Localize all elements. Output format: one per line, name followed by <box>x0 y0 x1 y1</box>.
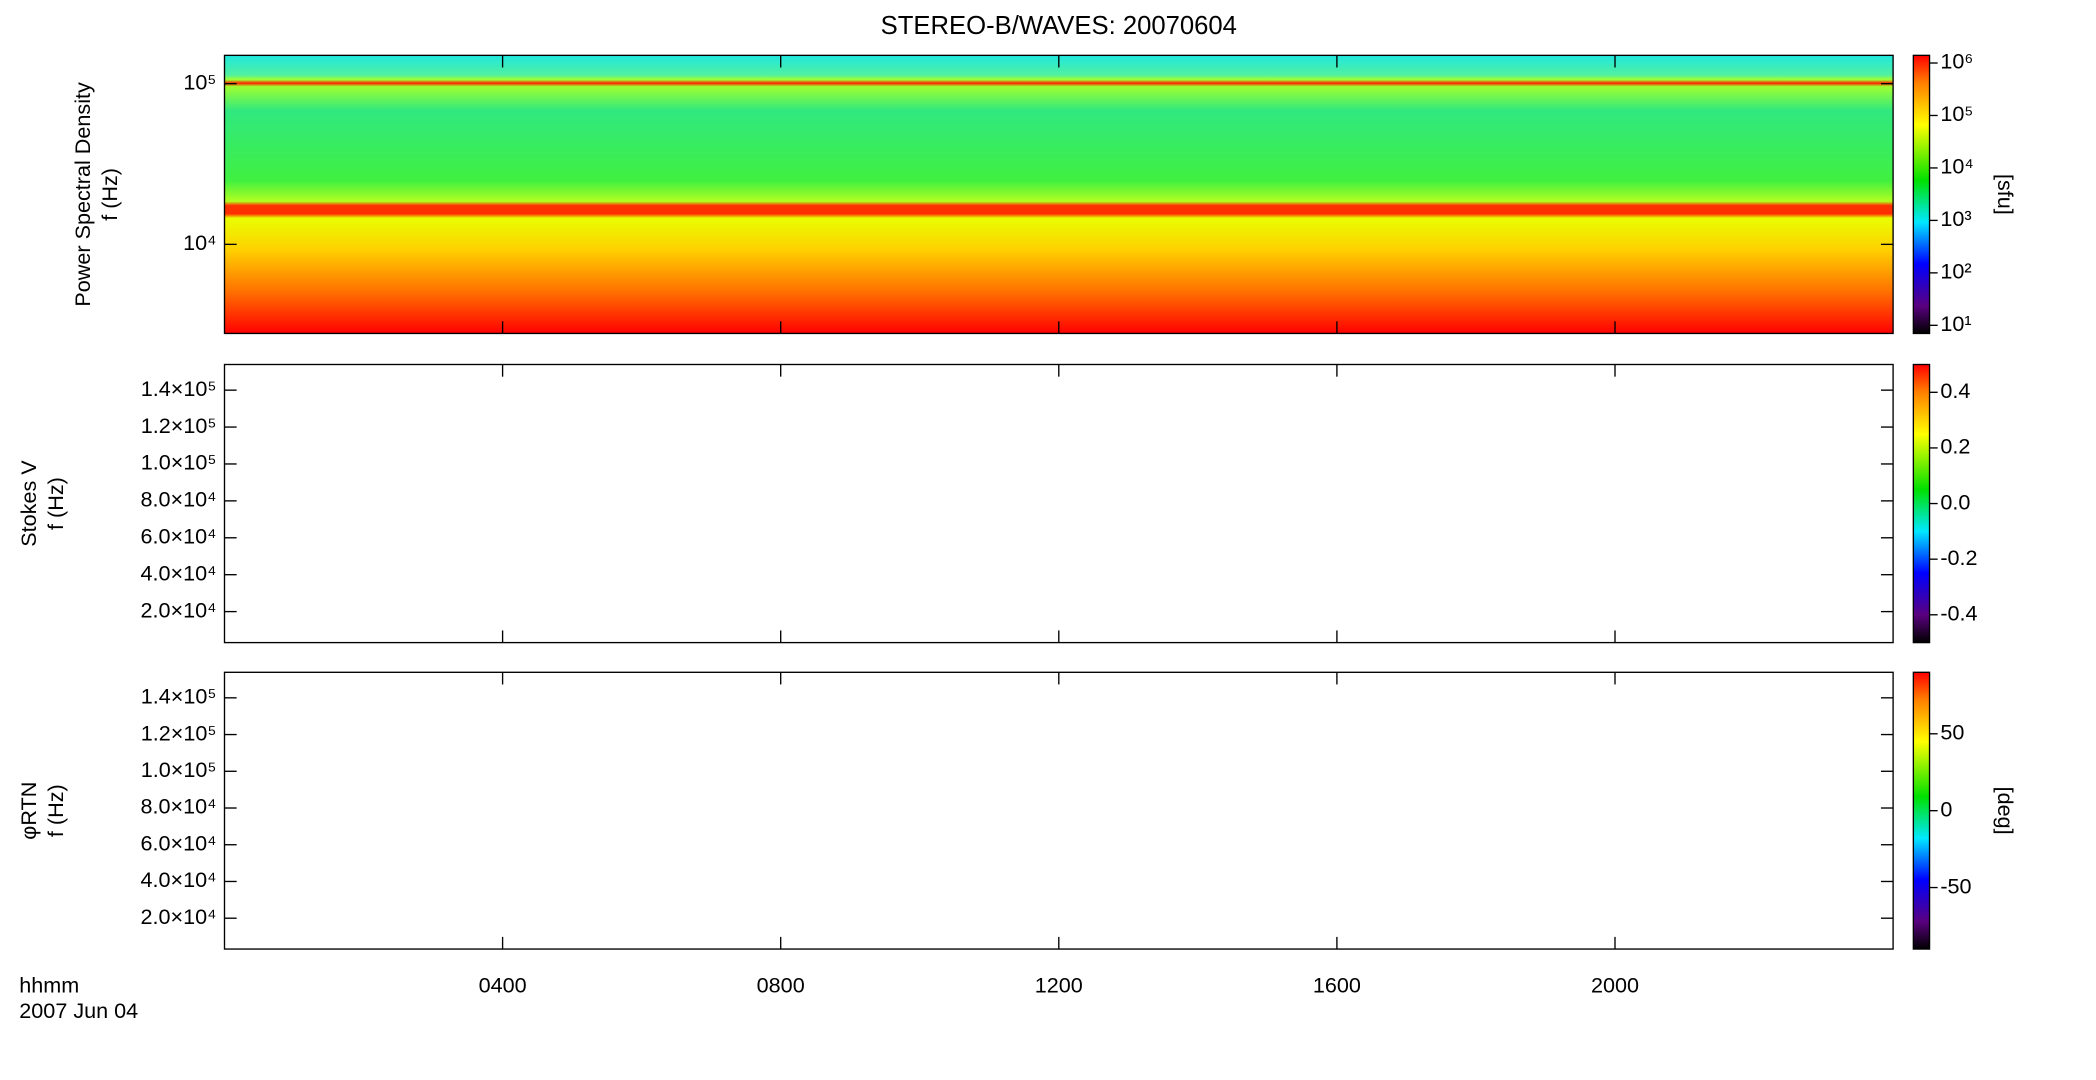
y-axis-label: φRTN <box>16 782 41 840</box>
y-tick-label: 1.0×10⁵ <box>141 450 217 475</box>
colorbar <box>1912 671 1931 950</box>
x-tick-label: 1600 <box>1313 973 1361 998</box>
y-tick-label: 6.0×10⁴ <box>140 830 216 855</box>
y-tick-label: 1.4×10⁵ <box>141 684 217 709</box>
y-tick-label: 8.0×10⁴ <box>140 487 216 512</box>
y-tick-label: 1.2×10⁵ <box>141 720 217 745</box>
colorbar-tick-label: 10⁴ <box>1940 154 1973 179</box>
y-tick-label: 2.0×10⁴ <box>140 904 216 929</box>
y-tick-label: 4.0×10⁴ <box>140 560 216 585</box>
colorbar-tick-label: 0.2 <box>1940 434 1970 459</box>
y-axis-label: f (Hz) <box>43 784 68 837</box>
colorbar-label: [sfu] <box>1993 174 2018 215</box>
colorbar-tick-label: 10⁶ <box>1940 49 1973 74</box>
colorbar-tick-label: 10¹ <box>1940 311 1971 336</box>
colorbar-tick-label: 0.0 <box>1940 489 1970 514</box>
y-axis-label: Stokes V <box>16 460 41 547</box>
colorbar-tick-label: 50 <box>1940 720 1964 745</box>
colorbar-tick-label: 0.4 <box>1940 378 1970 403</box>
y-tick-label: 4.0×10⁴ <box>140 867 216 892</box>
y-axis-label: f (Hz) <box>97 168 122 221</box>
y-tick-label: 2.0×10⁴ <box>140 597 216 622</box>
colorbar-tick-label: -50 <box>1940 873 1971 898</box>
y-tick-label: 1.2×10⁵ <box>141 413 217 438</box>
spectrogram <box>224 55 1894 334</box>
chart-title: STEREO-B/WAVES: 20070604 <box>881 12 1237 40</box>
y-tick-label: 10⁵ <box>183 69 216 94</box>
colorbar <box>1912 363 1931 644</box>
y-tick-label: 8.0×10⁴ <box>140 794 216 819</box>
y-tick-label: 6.0×10⁴ <box>140 523 216 548</box>
plot-frame <box>223 671 1894 950</box>
x-axis-label: 2007 Jun 04 <box>19 998 138 1023</box>
x-tick-label: 0400 <box>479 973 527 998</box>
plot-frame <box>223 363 1894 644</box>
colorbar-tick-label: 0 <box>1940 796 1952 821</box>
colorbar-tick-label: -0.4 <box>1940 600 1977 625</box>
colorbar-tick-label: 10⁵ <box>1940 101 1973 126</box>
x-tick-label: 1200 <box>1035 973 1083 998</box>
y-tick-label: 1.4×10⁵ <box>141 376 217 401</box>
colorbar-tick-label: 10² <box>1940 259 1971 284</box>
y-tick-label: 10⁴ <box>183 230 216 255</box>
y-axis-label: Power Spectral Density <box>70 82 95 307</box>
y-axis-label: f (Hz) <box>43 477 68 530</box>
colorbar-label: [deg] <box>1993 787 2018 835</box>
y-tick-label: 1.0×10⁵ <box>141 757 217 782</box>
x-tick-label: 0800 <box>757 973 805 998</box>
x-axis-label: hhmm <box>19 973 79 998</box>
x-tick-label: 2000 <box>1591 973 1639 998</box>
colorbar-tick-label: 10³ <box>1940 206 1971 231</box>
colorbar <box>1912 54 1931 335</box>
colorbar-tick-label: -0.2 <box>1940 545 1977 570</box>
